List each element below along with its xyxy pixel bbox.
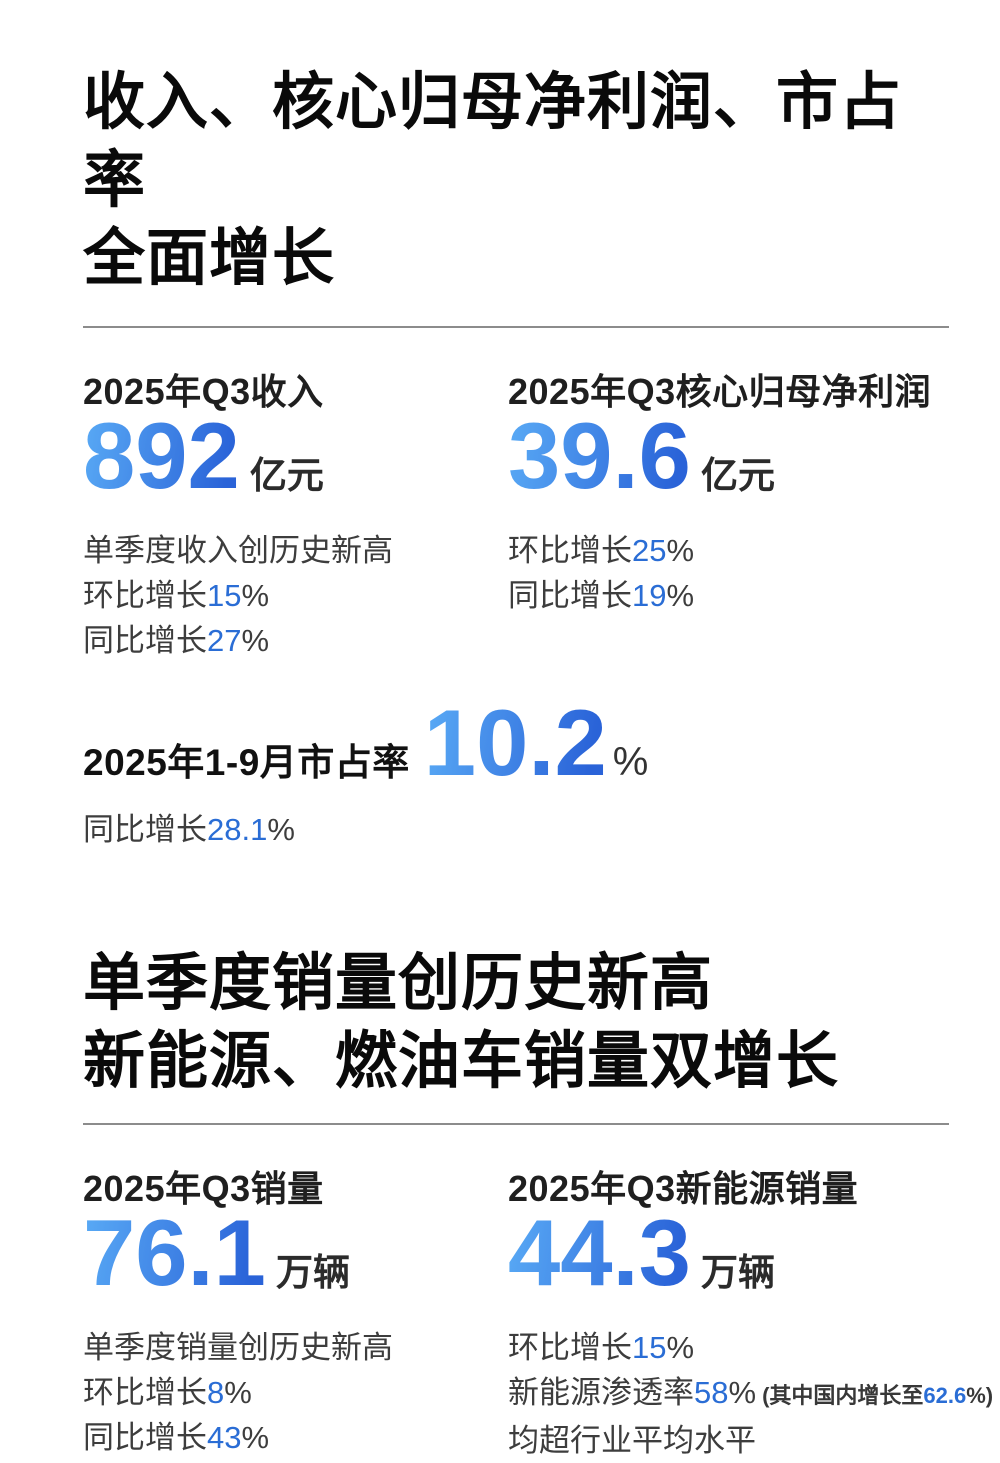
- metric-value: 58: [694, 1375, 729, 1410]
- market-share-value-row: 2025年1-9月市占率 10.2%: [83, 690, 950, 807]
- nev-sales-qoq-metric: 环比增长15%: [508, 1325, 993, 1370]
- metric-prefix: 同比增长: [83, 1420, 207, 1455]
- metric-suffix: %: [267, 812, 295, 847]
- divider-financial: [83, 326, 949, 328]
- nev-footer-note: 均超行业平均水平: [508, 1423, 756, 1458]
- revenue-label: 2025年Q3收入: [83, 371, 324, 412]
- revenue-unit: 亿元: [249, 455, 324, 496]
- note-suffix: %): [966, 1383, 994, 1408]
- financial-stats-row: 2025年Q3收入 892 亿元 单季度收入创历史新高 环比增长15% 同比增长2…: [83, 372, 950, 663]
- total-sales-stat-block: 2025年Q3销量 76.1 万辆 单季度销量创历史新高 环比增长8% 同比增长4…: [83, 1169, 508, 1463]
- infographic-page: 收入、核心归母净利润、市占率 全面增长 2025年Q3收入 892 亿元 单季度收…: [83, 64, 993, 1458]
- total-sales-label: 2025年Q3销量: [83, 1168, 324, 1209]
- financial-title-line1: 收入、核心归母净利润、市占率: [83, 68, 903, 215]
- metric-prefix: 环比增长: [83, 578, 207, 613]
- sales-title-line2: 新能源、燃油车销量双增长: [83, 1027, 840, 1096]
- metric-suffix: %: [241, 578, 270, 613]
- metric-suffix: %: [728, 1375, 757, 1410]
- total-sales-yoy-metric: 同比增长43%: [83, 1415, 508, 1460]
- metric-value: 15: [207, 578, 242, 613]
- core-profit-value-row: 39.6 亿元: [508, 409, 950, 528]
- nev-sales-value: 44.3: [508, 1200, 691, 1305]
- metric-prefix: 同比增长: [83, 812, 207, 847]
- core-profit-stat-block: 2025年Q3核心归母净利润 39.6 亿元 环比增长25% 同比增长19%: [508, 372, 950, 663]
- metric-prefix: 环比增长: [83, 1375, 207, 1410]
- nev-sales-unit: 万辆: [700, 1252, 775, 1293]
- metric-prefix: 环比增长: [508, 1330, 632, 1365]
- nev-sales-stat-block: 2025年Q3新能源销量 44.3 万辆 环比增长15% 新能源渗透率58% (其中…: [508, 1169, 993, 1463]
- revenue-value: 892: [83, 403, 240, 508]
- metric-suffix: %: [241, 1420, 270, 1455]
- revenue-qoq-metric: 环比增长15%: [83, 573, 508, 618]
- metric-value: 19: [632, 578, 667, 613]
- core-profit-label: 2025年Q3核心归母净利润: [508, 371, 932, 412]
- revenue-yoy-metric: 同比增长27%: [83, 618, 508, 663]
- revenue-highlight-note: 单季度收入创历史新高: [83, 533, 393, 568]
- section-financial-title: 收入、核心归母净利润、市占率 全面增长: [83, 64, 950, 298]
- metric-prefix: 同比增长: [83, 623, 207, 658]
- metric-value: 25: [632, 533, 667, 568]
- total-sales-value-row: 76.1 万辆: [83, 1206, 508, 1325]
- sales-stats-row: 2025年Q3销量 76.1 万辆 单季度销量创历史新高 环比增长8% 同比增长4…: [83, 1169, 993, 1463]
- nev-sales-value-row: 44.3 万辆: [508, 1206, 993, 1325]
- revenue-stat-block: 2025年Q3收入 892 亿元 单季度收入创历史新高 环比增长15% 同比增长2…: [83, 372, 508, 663]
- note-value: 62.6: [923, 1383, 967, 1408]
- metric-value: 43: [207, 1420, 242, 1455]
- core-profit-unit: 亿元: [700, 455, 775, 496]
- metric-suffix: %: [666, 578, 695, 613]
- market-share-value: 10.2: [423, 690, 607, 795]
- metric-prefix: 同比增长: [508, 578, 632, 613]
- total-sales-value: 76.1: [83, 1200, 266, 1305]
- core-profit-yoy-metric: 同比增长19%: [508, 573, 950, 618]
- note-prefix: (其中国内增长至: [762, 1383, 924, 1408]
- metric-value: 8: [207, 1375, 225, 1410]
- metric-suffix: %: [666, 533, 695, 568]
- metric-suffix: %: [224, 1375, 252, 1410]
- total-sales-highlight-note: 单季度销量创历史新高: [83, 1330, 393, 1365]
- metric-suffix: %: [666, 1330, 695, 1365]
- sales-title-line1: 单季度销量创历史新高: [83, 949, 714, 1018]
- metric-prefix: 环比增长: [508, 533, 632, 568]
- core-profit-value: 39.6: [508, 403, 691, 508]
- nev-penetration-metric: 新能源渗透率58% (其中国内增长至62.6%): [508, 1370, 993, 1418]
- market-share-label: 2025年1-9月市占率: [83, 742, 410, 783]
- total-sales-qoq-metric: 环比增长8%: [83, 1370, 508, 1415]
- domestic-growth-note: (其中国内增长至62.6%): [762, 1383, 993, 1408]
- total-sales-unit: 万辆: [275, 1252, 350, 1293]
- metric-suffix: %: [241, 623, 270, 658]
- metric-value: 28.1: [207, 812, 268, 847]
- metric-prefix: 新能源渗透率: [508, 1375, 694, 1410]
- market-share-block: 2025年1-9月市占率 10.2% 同比增长28.1%: [83, 690, 950, 852]
- divider-sales: [83, 1123, 949, 1125]
- financial-title-line2: 全面增长: [83, 224, 336, 293]
- market-share-unit: %: [612, 740, 649, 784]
- core-profit-qoq-metric: 环比增长25%: [508, 528, 950, 573]
- nev-sales-label: 2025年Q3新能源销量: [508, 1168, 859, 1209]
- section-sales-title: 单季度销量创历史新高 新能源、燃油车销量双增长: [83, 945, 950, 1101]
- market-share-yoy-metric: 同比增长28.1%: [83, 807, 950, 852]
- metric-value: 27: [207, 623, 242, 658]
- metric-value: 15: [632, 1330, 667, 1365]
- revenue-value-row: 892 亿元: [83, 409, 508, 528]
